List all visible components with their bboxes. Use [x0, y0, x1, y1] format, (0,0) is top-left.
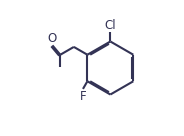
Text: Cl: Cl [105, 19, 116, 32]
Text: O: O [47, 32, 57, 45]
Text: F: F [80, 90, 86, 103]
